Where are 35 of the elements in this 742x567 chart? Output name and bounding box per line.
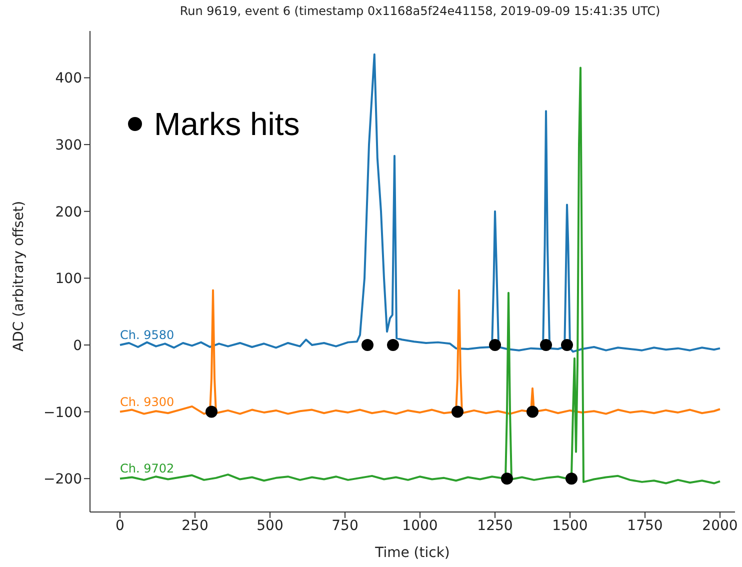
point [501, 472, 513, 485]
x-tick-label: 2000 [702, 518, 738, 534]
y-tick-label: 100 [55, 271, 82, 288]
point [387, 338, 399, 351]
y-axis-title: ADC (arbitrary offset) [10, 200, 27, 352]
point [206, 406, 218, 418]
x-tick-label: 1250 [477, 518, 513, 534]
point [452, 406, 464, 418]
point [526, 406, 538, 418]
series-label: Ch. 9300 [120, 394, 174, 409]
series-label: Ch. 9702 [120, 462, 174, 476]
y-tick-label: 400 [55, 70, 82, 87]
chart-title: Run 9619, event 6 (timestamp 0x1168a5f24e41158, 2019-09-09 15:41:35 UTC) [178, 4, 662, 18]
x-tick-label: 1000 [402, 518, 438, 534]
x-tick-label: 500 [256, 518, 284, 534]
y-tick-label: 200 [55, 204, 82, 220]
point [489, 338, 501, 351]
line-series [119, 66, 721, 484]
line-series [119, 53, 721, 353]
y-tick-label: 300 [55, 138, 82, 154]
point [540, 338, 552, 351]
y-tick-label: 0 [73, 338, 82, 354]
x-tick-label: 0 [116, 518, 124, 534]
x-tick-label: 1500 [552, 518, 588, 534]
x-axis-title: Time (tick) [374, 545, 450, 561]
x-tick-label: 250 [182, 518, 208, 534]
y-tick-label: −200 [44, 472, 82, 488]
point [362, 338, 374, 351]
y-tick-label: −100 [44, 404, 82, 421]
point [561, 338, 573, 351]
x-tick-label: 1750 [627, 518, 663, 534]
series-label: Ch. 9580 [120, 328, 174, 342]
x-tick-label: 750 [332, 518, 358, 534]
point [566, 472, 578, 485]
legend-label: Marks hits [154, 105, 300, 144]
